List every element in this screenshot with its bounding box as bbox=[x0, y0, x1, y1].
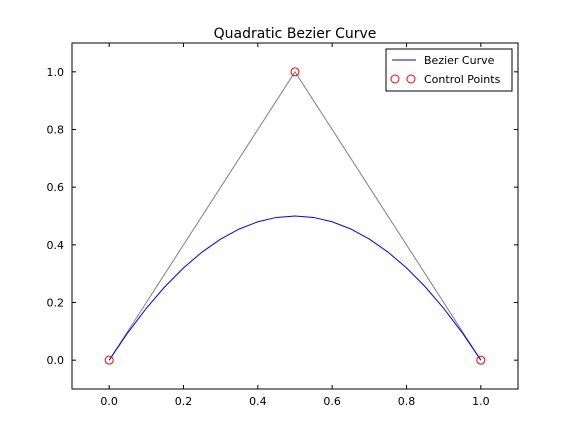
legend-swatch-control-points bbox=[390, 74, 400, 84]
x-tick-label: 0.8 bbox=[398, 395, 416, 408]
series-layer bbox=[104, 67, 486, 365]
x-tick-label: 1.0 bbox=[472, 395, 490, 408]
legend-box bbox=[385, 48, 513, 92]
x-tick-label: 0.2 bbox=[175, 395, 193, 408]
y-tick-label: 0.8 bbox=[47, 124, 65, 137]
series-line-bezier-curve bbox=[108, 215, 482, 361]
control-point-marker bbox=[104, 355, 114, 365]
y-tick-label: 0.4 bbox=[47, 239, 65, 252]
x-axis-ticks: 0.0 0.2 0.4 0.6 0.8 1.0 bbox=[100, 43, 490, 408]
x-tick-label: 0.0 bbox=[100, 395, 118, 408]
y-tick-label: 0.0 bbox=[47, 354, 65, 367]
legend-swatch-control-points bbox=[406, 74, 416, 84]
legend-label-control-points: Control Points bbox=[424, 73, 501, 86]
control-point-marker bbox=[290, 67, 300, 77]
x-tick-label: 0.4 bbox=[249, 395, 267, 408]
control-point-marker bbox=[476, 355, 486, 365]
series-line-control-polygon bbox=[108, 70, 482, 361]
y-axis-ticks: 0.0 0.2 0.4 0.6 0.8 1.0 bbox=[47, 66, 518, 367]
chart-title: Quadratic Bezier Curve bbox=[214, 26, 377, 42]
legend-label-bezier-curve: Bezier Curve bbox=[424, 54, 495, 67]
plot-frame bbox=[71, 42, 519, 390]
y-tick-label: 0.6 bbox=[47, 181, 65, 194]
legend: Bezier Curve Control Points bbox=[385, 48, 513, 92]
y-tick-label: 0.2 bbox=[47, 297, 65, 310]
y-tick-label: 1.0 bbox=[47, 66, 65, 79]
x-tick-label: 0.6 bbox=[323, 395, 341, 408]
